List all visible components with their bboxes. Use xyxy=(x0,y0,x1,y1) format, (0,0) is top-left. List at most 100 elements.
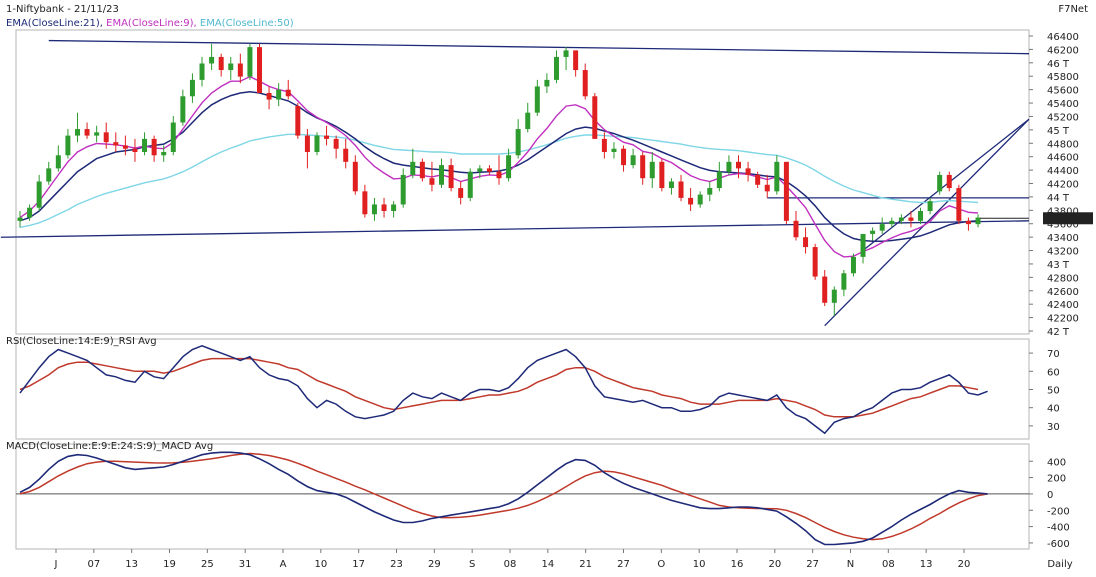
candle xyxy=(688,188,694,211)
candle xyxy=(841,270,847,297)
candle-body xyxy=(170,122,176,152)
candle xyxy=(170,115,176,156)
legend-entry: EMA(CloseLine:50) xyxy=(197,18,294,29)
candle xyxy=(860,233,866,264)
candle xyxy=(831,286,837,316)
rsi-tick-label: 70 xyxy=(1047,349,1060,360)
candle-body xyxy=(410,161,416,175)
candle-body xyxy=(697,194,703,205)
macd-tick-label: -600 xyxy=(1047,539,1070,550)
price-tick-label: 44400 xyxy=(1047,166,1079,177)
date-tick-label: 25 xyxy=(201,559,214,570)
price-tick-label: 42200 xyxy=(1047,314,1079,325)
candle xyxy=(793,211,799,241)
candle xyxy=(410,148,416,179)
candle-body xyxy=(333,138,339,149)
candle xyxy=(381,197,387,218)
price-tick-label: 42800 xyxy=(1047,273,1079,284)
candle xyxy=(774,155,780,195)
legend-entry: EMA(CloseLine:9), xyxy=(103,18,197,29)
date-tick-label: 13 xyxy=(125,559,138,570)
date-tick-label: 19 xyxy=(163,559,176,570)
date-tick-label: 17 xyxy=(352,559,365,570)
candle xyxy=(122,135,128,156)
candle xyxy=(850,253,856,277)
candle-body xyxy=(295,106,301,136)
date-tick-label: 21 xyxy=(579,559,592,570)
candle xyxy=(927,197,933,215)
candle xyxy=(879,217,885,234)
candle-body xyxy=(103,132,109,143)
candle xyxy=(285,79,291,100)
trend-line xyxy=(862,118,1030,251)
candle xyxy=(257,43,262,93)
candle-body xyxy=(74,129,80,136)
candle-body xyxy=(132,148,138,152)
price-tick-label: 42400 xyxy=(1047,300,1079,311)
candle xyxy=(582,63,588,100)
candle xyxy=(506,148,512,182)
macd-tick-label: 400 xyxy=(1047,457,1066,468)
candle xyxy=(439,158,445,189)
candle xyxy=(726,155,732,175)
candle-body xyxy=(946,174,952,189)
candle xyxy=(496,155,502,185)
candle xyxy=(534,79,540,116)
candle xyxy=(736,155,741,179)
candle xyxy=(975,214,981,228)
candle-body xyxy=(257,47,262,93)
candle-body xyxy=(324,135,330,139)
candle-body xyxy=(908,217,914,221)
last-price-label: 43689.1 xyxy=(1046,214,1087,225)
candle-body xyxy=(688,197,694,205)
candle xyxy=(65,129,71,159)
ema-legend: EMA(CloseLine:21), EMA(CloseLine:9), EMA… xyxy=(6,18,294,29)
date-tick-label: S xyxy=(469,559,475,570)
candle xyxy=(180,89,186,126)
candle xyxy=(304,129,310,169)
candle-body xyxy=(448,165,454,189)
date-tick-label: 27 xyxy=(617,559,630,570)
rsi-title: RSI(CloseLine:14:E:9)_RSI Avg xyxy=(6,336,157,347)
candle-body xyxy=(199,63,205,80)
date-tick-label: 16 xyxy=(731,559,744,570)
price-tick-label: 43 T xyxy=(1047,260,1070,271)
candle-body xyxy=(793,220,799,238)
candle xyxy=(621,145,627,172)
rsi-tick-label: 60 xyxy=(1047,367,1060,378)
candle xyxy=(630,148,636,169)
candle xyxy=(132,138,138,162)
candle-body xyxy=(850,256,856,274)
candle-body xyxy=(649,161,655,179)
candle-body xyxy=(486,168,492,172)
candle-body xyxy=(755,174,761,185)
candle-body xyxy=(927,201,933,211)
candle xyxy=(649,152,655,189)
candle-body xyxy=(94,132,100,136)
trend-line xyxy=(824,118,1030,327)
candle-body xyxy=(611,148,617,152)
date-tick-label: 27 xyxy=(806,559,819,570)
candle xyxy=(803,227,809,254)
macd-tick-label: 0 xyxy=(1047,490,1053,501)
candle xyxy=(266,86,272,110)
candle xyxy=(592,93,598,139)
candle xyxy=(822,270,828,307)
candle xyxy=(611,142,617,159)
candle-body xyxy=(956,188,962,221)
candle xyxy=(391,201,397,218)
candle-body xyxy=(965,220,971,225)
candle-body xyxy=(822,276,828,303)
candle xyxy=(486,165,492,175)
candle xyxy=(55,145,61,172)
macd-layer: 400 200 0 -200 -400 -600 xyxy=(16,451,1070,550)
candle-body xyxy=(65,135,71,156)
candle xyxy=(745,161,751,182)
price-tick-label: 44600 xyxy=(1047,153,1079,164)
candle-body xyxy=(860,233,866,257)
rsi-line xyxy=(19,344,988,435)
date-tick-label: N xyxy=(847,559,854,570)
candle-body xyxy=(400,174,406,205)
candle xyxy=(563,47,569,71)
candle xyxy=(27,204,33,221)
